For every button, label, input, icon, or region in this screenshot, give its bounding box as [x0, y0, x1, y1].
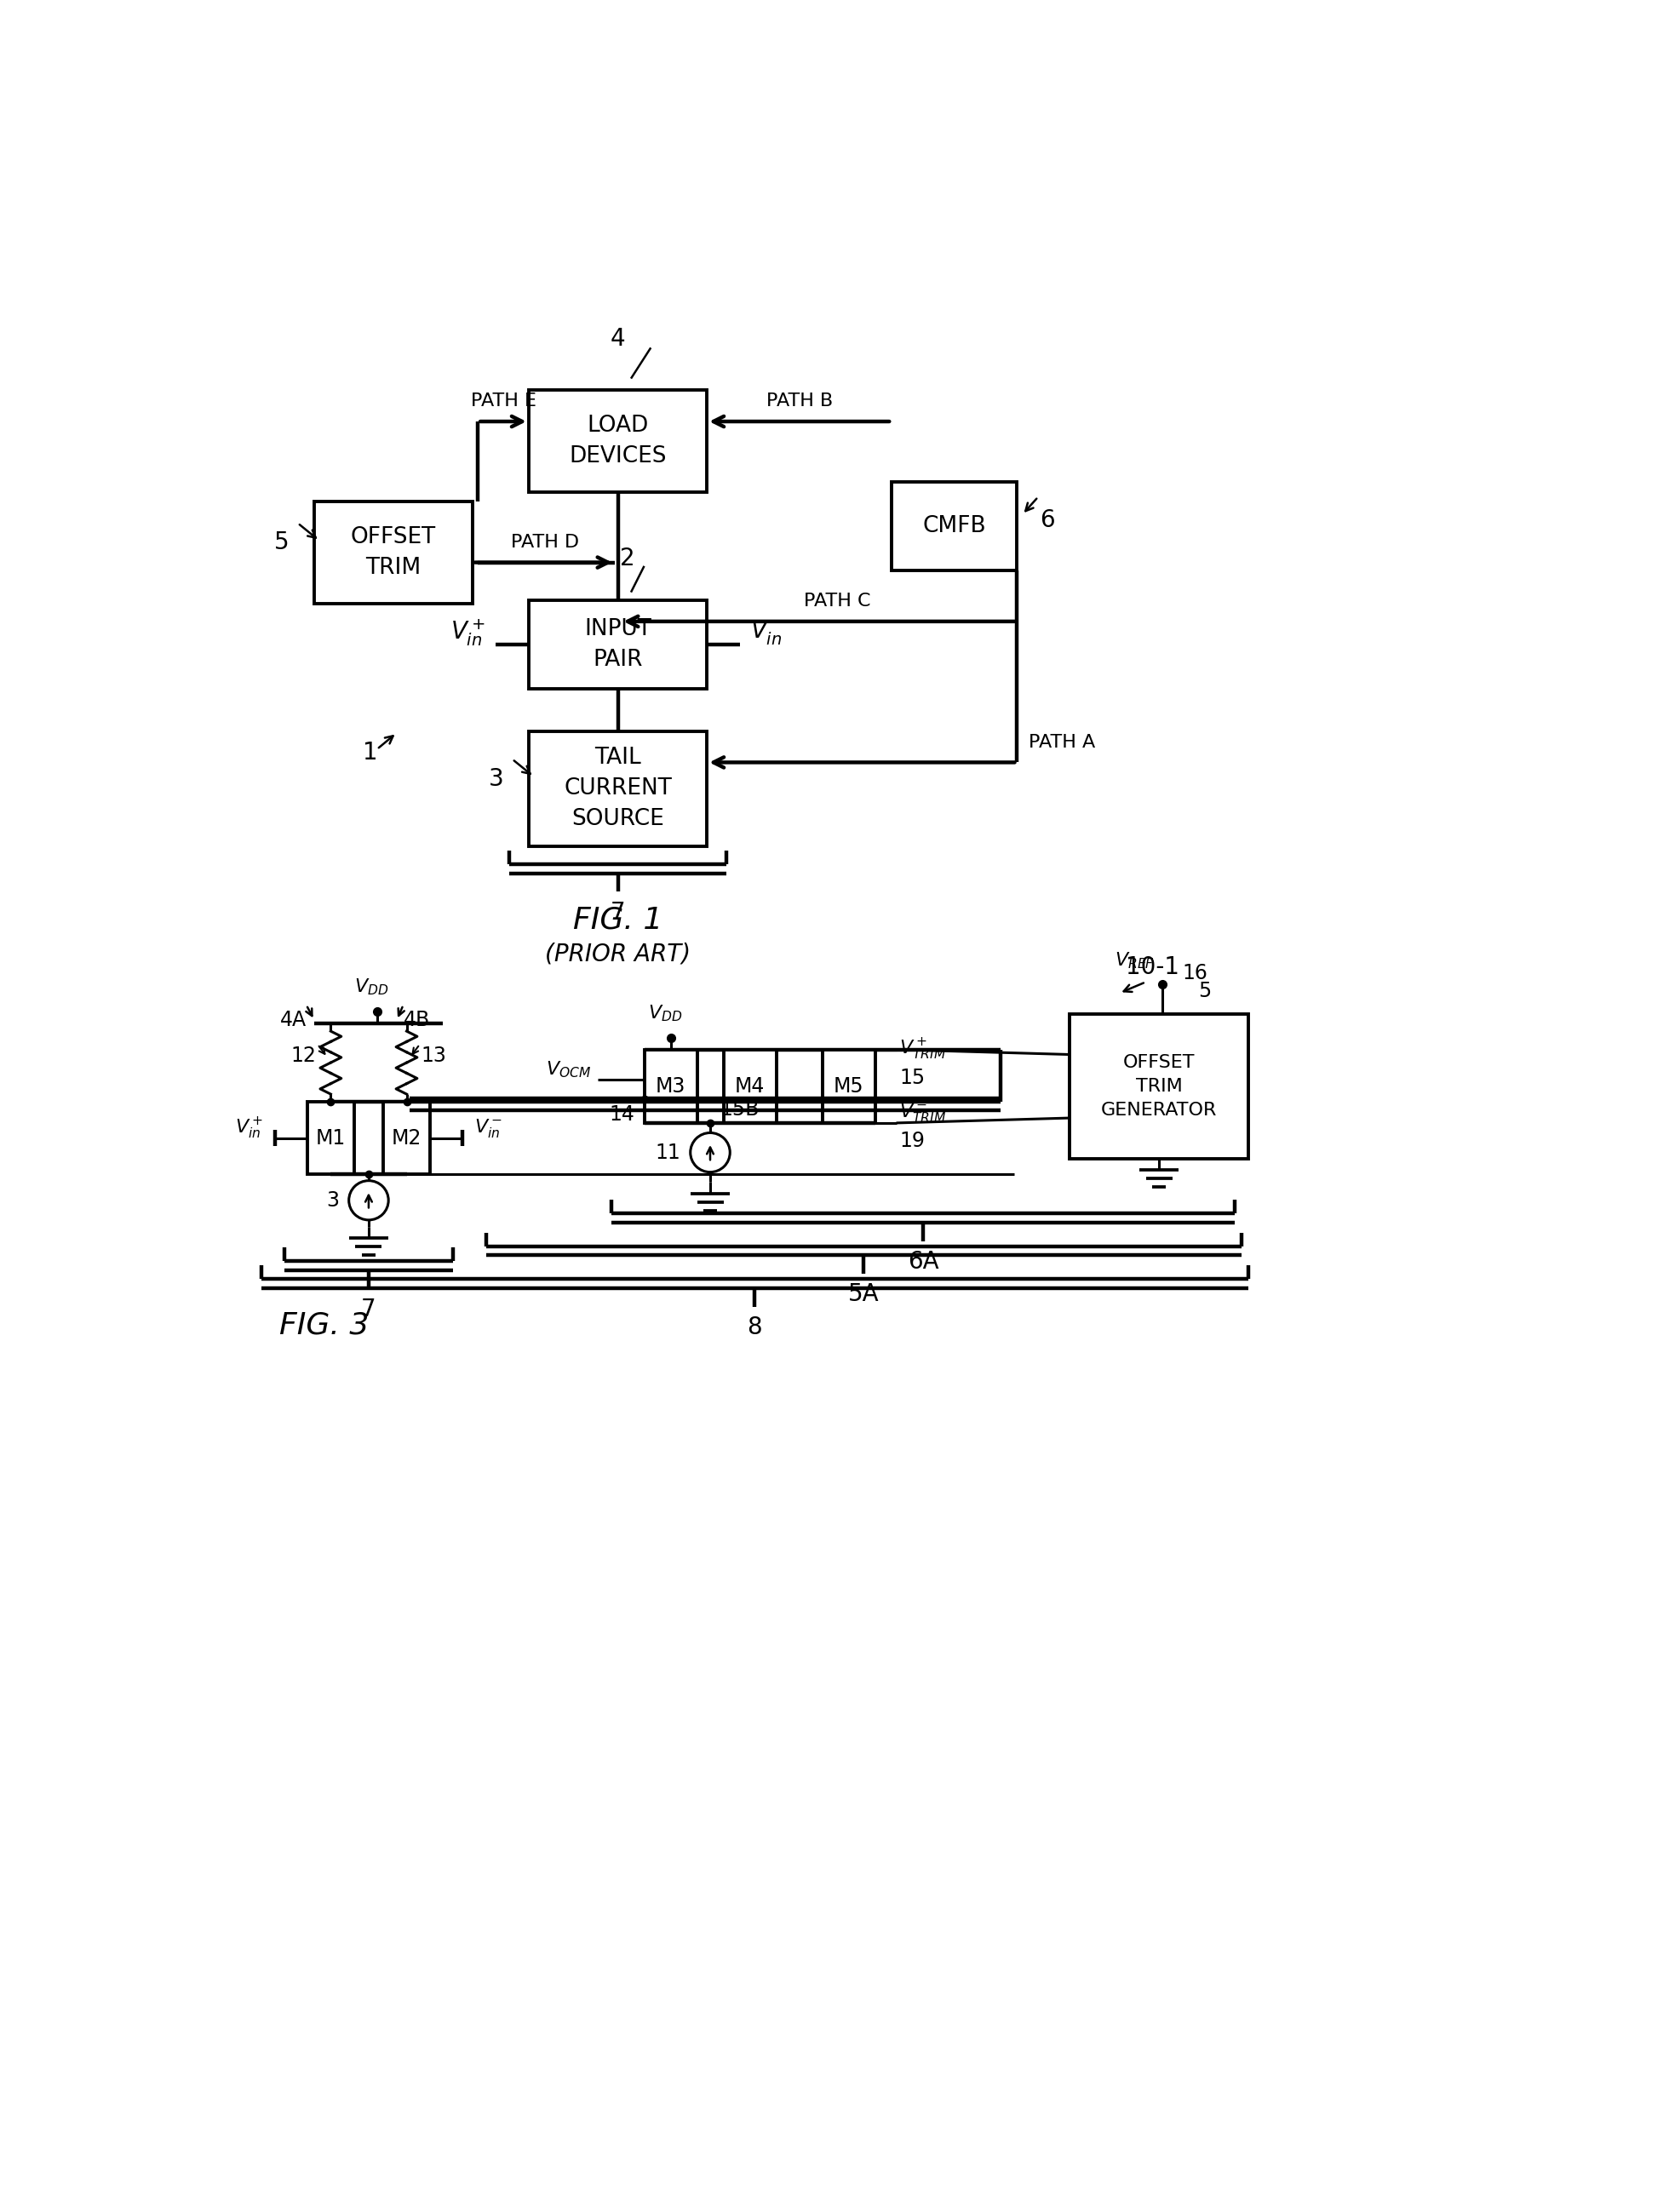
Text: TAIL
CURRENT
SOURCE: TAIL CURRENT SOURCE	[564, 748, 673, 830]
Text: CMFB: CMFB	[923, 515, 986, 538]
Text: PATH E: PATH E	[471, 394, 536, 409]
Bar	[891, 482, 1016, 571]
Text: 19: 19	[900, 1130, 925, 1152]
Text: M3: M3	[656, 1075, 686, 1097]
Text: INPUT
PAIR: INPUT PAIR	[584, 617, 651, 670]
Text: PATH A: PATH A	[1028, 734, 1095, 750]
Text: M2: M2	[392, 1128, 422, 1148]
Text: 5A: 5A	[848, 1283, 880, 1305]
Text: 3: 3	[489, 768, 504, 790]
Text: OFFSET
TRIM
GENERATOR: OFFSET TRIM GENERATOR	[1102, 1053, 1217, 1119]
Text: $V_{in}^+$: $V_{in}^+$	[451, 617, 486, 648]
Text: 4A: 4A	[280, 1011, 307, 1031]
Text: $V_{DD}$: $V_{DD}$	[354, 978, 389, 998]
Text: PATH B: PATH B	[766, 394, 833, 409]
Bar	[1070, 1013, 1248, 1159]
Text: M1: M1	[315, 1128, 345, 1148]
Bar	[307, 1102, 354, 1175]
Text: $V_{REF}$: $V_{REF}$	[1115, 951, 1155, 971]
Text: 8: 8	[748, 1316, 763, 1338]
Text: $V_{TRIM}^+$: $V_{TRIM}^+$	[900, 1037, 946, 1062]
Text: 11: 11	[656, 1141, 681, 1164]
Text: FIG. 3: FIG. 3	[279, 1310, 369, 1340]
Text: M4: M4	[734, 1075, 764, 1097]
Bar	[529, 389, 708, 491]
Text: LOAD
DEVICES: LOAD DEVICES	[569, 414, 666, 467]
Text: M5: M5	[833, 1075, 865, 1097]
Text: 16: 16	[1182, 962, 1207, 982]
Text: 6: 6	[1040, 509, 1055, 531]
Text: $V_{OCM}$: $V_{OCM}$	[546, 1060, 591, 1079]
Text: OFFSET
TRIM: OFFSET TRIM	[350, 526, 436, 580]
Text: 5: 5	[274, 531, 289, 555]
Text: $V_{in}^-$: $V_{in}^-$	[749, 619, 784, 646]
Text: 4: 4	[611, 327, 626, 352]
Text: 6A: 6A	[908, 1250, 938, 1274]
Text: 14: 14	[609, 1104, 634, 1126]
Text: 1: 1	[362, 741, 377, 765]
Bar	[384, 1102, 429, 1175]
Text: $V_{in}^-$: $V_{in}^-$	[474, 1117, 502, 1139]
Bar	[314, 502, 472, 604]
Text: FIG. 1: FIG. 1	[572, 905, 663, 933]
Text: PATH D: PATH D	[511, 533, 579, 551]
Text: 4B: 4B	[404, 1011, 431, 1031]
Text: 7: 7	[611, 900, 626, 925]
Bar	[644, 1048, 698, 1124]
Text: 7: 7	[361, 1298, 376, 1321]
Bar	[529, 732, 708, 845]
Text: 15B: 15B	[719, 1099, 759, 1119]
Text: 2: 2	[621, 546, 636, 571]
Text: $V_{DD}$: $V_{DD}$	[648, 1004, 683, 1024]
Text: $V_{TRIM}^-$: $V_{TRIM}^-$	[900, 1102, 946, 1124]
Text: 10-1: 10-1	[1125, 956, 1180, 978]
Bar	[823, 1048, 875, 1124]
Text: 3: 3	[325, 1190, 339, 1210]
Text: PATH C: PATH C	[804, 593, 871, 611]
Text: 12: 12	[290, 1046, 315, 1066]
Bar	[529, 599, 708, 688]
Text: 5: 5	[1198, 980, 1212, 1002]
Text: 13: 13	[421, 1046, 447, 1066]
Text: (PRIOR ART): (PRIOR ART)	[544, 942, 691, 967]
Bar	[723, 1048, 776, 1124]
Text: $V_{in}^+$: $V_{in}^+$	[235, 1115, 264, 1141]
Text: 15: 15	[900, 1068, 925, 1088]
